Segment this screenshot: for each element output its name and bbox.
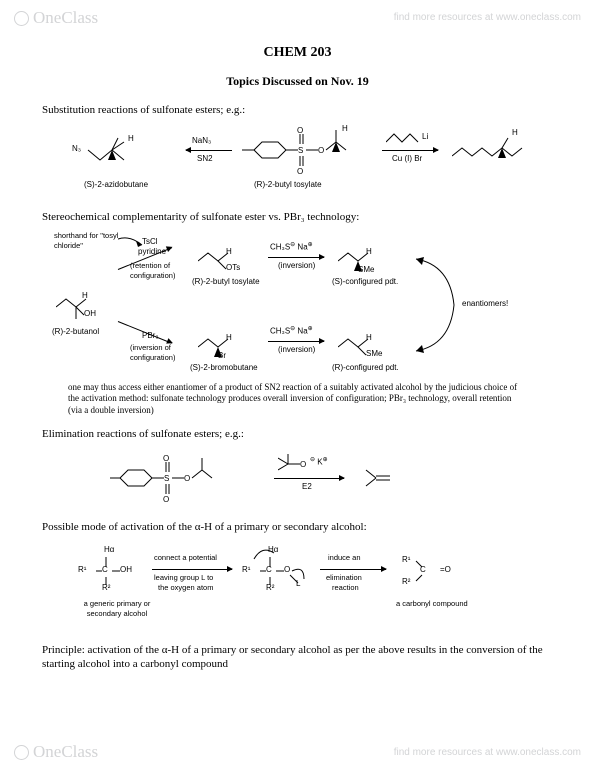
ots-label: OTs [226, 263, 240, 274]
h-sme-bot: H [366, 333, 372, 344]
svg-text:O: O [297, 167, 303, 176]
n3-label: N₃ [72, 144, 81, 155]
br-label: Br [218, 351, 226, 362]
ch3s-top: CH₃S⊖ Na⊕ [270, 241, 313, 253]
inv-bot: (inversion) [278, 345, 315, 356]
ch3s-bot: CH₃S⊖ Na⊕ [270, 325, 313, 337]
struct-tosylate-elim: S O O O [110, 450, 260, 506]
struct-azidobutane [80, 130, 160, 185]
watermark-logo-circle [14, 11, 29, 26]
svg-text:S: S [164, 474, 169, 483]
h-ots: H [226, 247, 232, 258]
enant-label: enantiomers! [462, 299, 508, 310]
step2-top: induce an [328, 553, 361, 563]
svg-text:S: S [298, 146, 303, 155]
arrow-elim [274, 478, 344, 479]
label-tosylate2: (R)-2-butyl tosylate [192, 277, 260, 288]
watermark-link-bottom: find more resources at www.oneclass.com [394, 747, 581, 758]
section-1-heading: Substitution reactions of sulfonate este… [42, 103, 553, 118]
struct-isobutylene [362, 464, 402, 494]
page-content: CHEM 203 Topics Discussed on Nov. 19 Sub… [0, 0, 595, 718]
svg-text:O: O [163, 454, 169, 463]
watermark-link-top: find more resources at www.oneclass.com [394, 12, 581, 23]
scheme-4: Hα R¹ C OH R² connect a potential leavin… [42, 541, 553, 631]
step1-mid: leaving group L to [154, 573, 213, 583]
section-4-heading: Elimination reactions of sulfonate ester… [42, 427, 553, 442]
cubr-label: Cu (I) Br [392, 154, 422, 165]
label-butanol: (R)-2-butanol [52, 327, 99, 338]
struct-product-right [452, 132, 542, 172]
arrow-rev-1 [186, 150, 232, 151]
inversion-cfg-label: (inversion of configuration) [130, 343, 200, 363]
arrow-bot-reagent [268, 341, 324, 342]
label-r-pdt: (R)-configured pdt. [332, 363, 399, 374]
shorthand-note: shorthand for "tosyl chloride" [54, 231, 124, 251]
step1-top: connect a potential [154, 553, 217, 563]
h-sme-top: H [366, 247, 372, 258]
retention-label: (retention of configuration) [130, 261, 200, 281]
label-carbonyl: a carbonyl compound [396, 599, 468, 609]
e2-label: E2 [302, 482, 312, 493]
course-title: CHEM 203 [42, 44, 553, 63]
page-subtitle: Topics Discussed on Nov. 19 [42, 73, 553, 89]
watermark-bottom: OneClass [14, 742, 98, 762]
h-label-right: H [512, 128, 518, 139]
step1-bot: the oxygen atom [158, 583, 213, 593]
sme-bot: SMe [366, 349, 382, 360]
organolithium [386, 128, 436, 146]
pbr3-label: PBr₃ [142, 331, 159, 342]
bonds-right [406, 553, 446, 593]
inv-top: (inversion) [278, 261, 315, 272]
label-generic-alcohol: a generic primary or secondary alcohol [72, 599, 162, 619]
label-tosylate: (R)-2-butyl tosylate [254, 180, 322, 191]
reagent-nan3: NaN₃ [192, 136, 211, 147]
sme-top: SMe [358, 265, 374, 276]
arrow-step2 [320, 569, 386, 570]
svg-text:O: O [184, 474, 190, 483]
arrow-top-reagent [268, 257, 324, 258]
scheme-1: N₃ H NaN₃ SN2 S O O O H Li Cu (I) [42, 124, 553, 202]
step2-bot: reaction [332, 583, 359, 593]
svg-text:O: O [163, 495, 169, 504]
watermark-brand-bot: OneClass [33, 742, 98, 762]
h-label-mid: H [342, 124, 348, 135]
h-br: H [226, 333, 232, 344]
ok-charge: ⊖ K⊕ [310, 456, 328, 468]
svg-text:O: O [300, 460, 306, 469]
section-5-heading: Possible mode of activation of the α-H o… [42, 520, 553, 535]
svg-text:O: O [318, 146, 324, 155]
h-label-1: H [128, 134, 134, 145]
section-2-heading: Stereochemical complementarity of sulfon… [42, 210, 553, 225]
scheme-3: S O O O O ⊖ K⊕ E2 [42, 448, 553, 512]
label-s-pdt: (S)-configured pdt. [332, 277, 398, 288]
watermark-logo-circle-bot [14, 745, 29, 760]
section-3-note: one may thus access either enantiomer of… [68, 382, 527, 417]
label-azidobutane: (S)-2-azidobutane [84, 180, 148, 191]
step2-mid: elimination [326, 573, 362, 583]
pyridine-label: pyridine [138, 247, 166, 258]
bonds-mid [248, 547, 318, 601]
bonds-left [84, 547, 144, 597]
scheme-2: shorthand for "tosyl chloride" H OH (R)-… [42, 231, 553, 376]
arrow-fwd-1 [382, 150, 438, 151]
reagent-sn2: SN2 [197, 154, 213, 165]
label-bromobutane: (S)-2-bromobutane [190, 363, 258, 374]
li-label: Li [422, 132, 428, 143]
h-butanol: H [82, 291, 88, 302]
section-6-principle: Principle: activation of the α-H of a pr… [42, 643, 553, 673]
svg-text:O: O [297, 126, 303, 135]
oh-butanol: OH [84, 309, 96, 320]
struct-ots [198, 241, 248, 275]
watermark-top: OneClass [14, 8, 98, 28]
watermark-brand: OneClass [33, 8, 98, 28]
arrow-step1 [152, 569, 232, 570]
